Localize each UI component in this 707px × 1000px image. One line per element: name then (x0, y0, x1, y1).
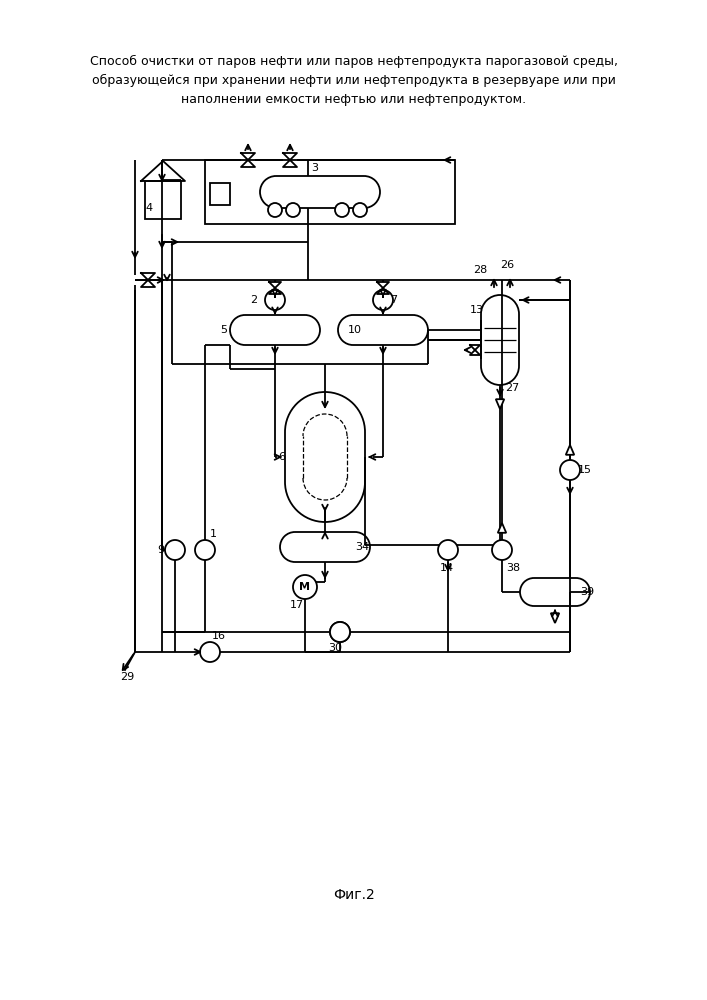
Text: 9: 9 (157, 545, 164, 555)
Bar (534, 578, 576, 606)
Bar (145, 181, 181, 219)
Circle shape (268, 203, 282, 217)
Circle shape (560, 460, 580, 480)
Circle shape (265, 290, 285, 310)
Circle shape (286, 203, 300, 217)
Circle shape (293, 575, 317, 599)
Polygon shape (566, 445, 574, 455)
Circle shape (165, 540, 185, 560)
Text: 3: 3 (312, 163, 318, 173)
Text: 15: 15 (578, 465, 592, 475)
Polygon shape (551, 613, 559, 623)
Text: 29: 29 (120, 672, 134, 682)
Text: 14: 14 (440, 563, 454, 573)
Bar (295, 532, 355, 562)
Text: 34: 34 (355, 542, 369, 552)
Text: 13: 13 (470, 305, 484, 315)
Text: Фиг.2: Фиг.2 (333, 888, 375, 902)
Bar (245, 315, 305, 345)
Text: 5: 5 (220, 325, 227, 335)
Text: 7: 7 (390, 295, 397, 305)
Circle shape (492, 540, 512, 560)
Bar (285, 432, 365, 482)
Text: 38: 38 (506, 563, 520, 573)
Bar (276, 176, 364, 208)
Circle shape (200, 642, 220, 662)
Text: M: M (300, 582, 310, 592)
Bar (303, 436, 347, 478)
Circle shape (335, 203, 349, 217)
Text: 27: 27 (505, 383, 519, 393)
Text: 1: 1 (210, 529, 217, 539)
Circle shape (373, 290, 393, 310)
Text: 39: 39 (580, 587, 594, 597)
Circle shape (330, 622, 350, 642)
Circle shape (353, 203, 367, 217)
Polygon shape (498, 523, 506, 533)
Text: 16: 16 (212, 631, 226, 641)
Bar (205, 160, 455, 224)
Text: 6: 6 (278, 452, 285, 462)
Text: Способ очистки от паров нефти или паров нефтепродукта парогазовой среды,
образую: Способ очистки от паров нефти или паров … (90, 55, 618, 106)
Text: 4: 4 (145, 203, 152, 213)
Bar (481, 314, 519, 366)
Text: 17: 17 (290, 600, 304, 610)
Circle shape (330, 622, 350, 642)
Bar (210, 183, 230, 205)
Bar (353, 315, 413, 345)
Text: 2: 2 (250, 295, 257, 305)
Text: 26: 26 (500, 260, 514, 270)
Circle shape (438, 540, 458, 560)
Circle shape (195, 540, 215, 560)
Text: 30: 30 (328, 643, 342, 653)
Text: 28: 28 (473, 265, 487, 275)
Text: 10: 10 (348, 325, 362, 335)
Polygon shape (496, 399, 504, 409)
